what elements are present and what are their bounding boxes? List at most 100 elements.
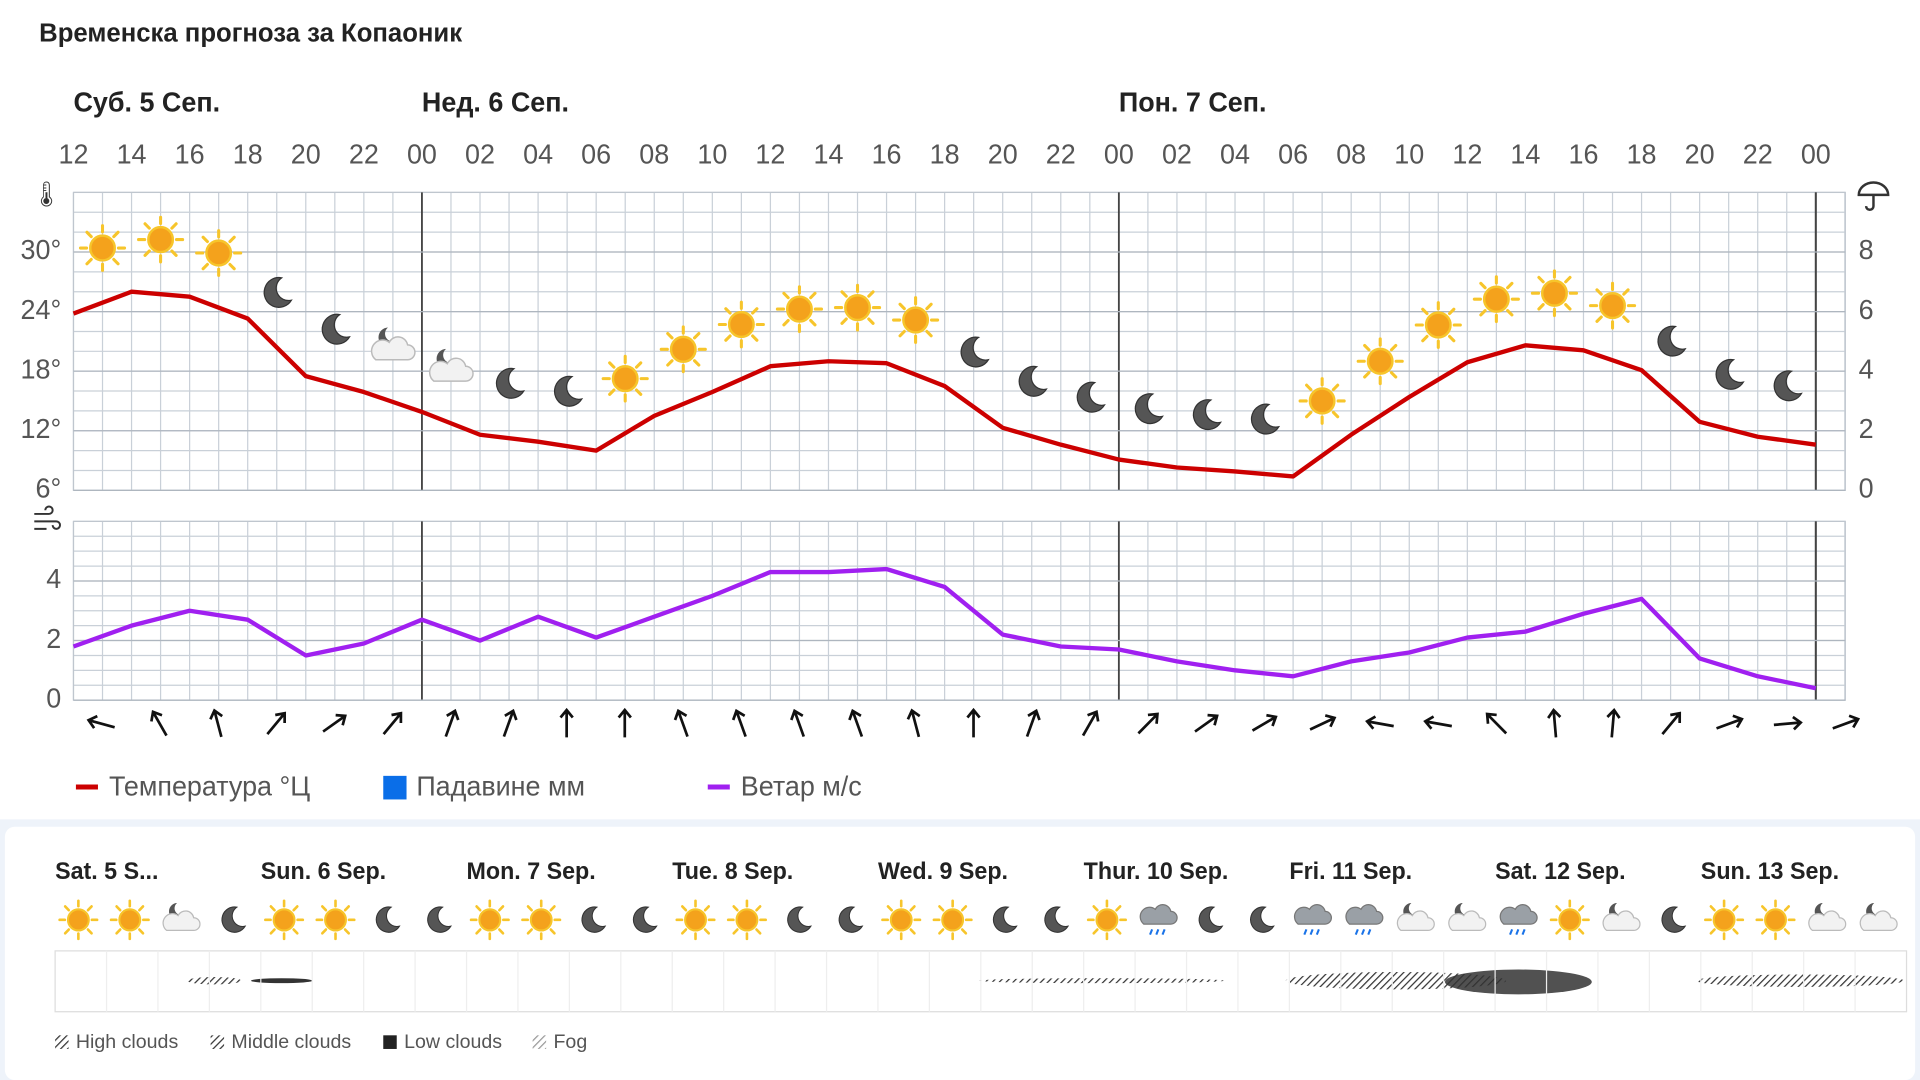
arrow-shape: [1194, 713, 1219, 733]
title: Временска прогноза за Копаоник: [39, 19, 462, 47]
wind-arrow: [617, 707, 632, 738]
wind-arrow: [559, 707, 574, 738]
weather-icon: [892, 296, 940, 344]
arrow-shape: [1832, 714, 1861, 730]
x-tick-label: 18: [930, 138, 960, 169]
legend-label: Падавине мм: [416, 770, 585, 801]
y2-tick-label: 4: [1859, 353, 1874, 384]
wind-arrow: [1251, 713, 1278, 732]
weather-icon: [1250, 403, 1280, 435]
wind-arrow: [266, 711, 287, 736]
y-tick-label: 6°: [35, 472, 61, 503]
wind-arrow: [502, 708, 518, 738]
day-label: Суб. 5 Сеп.: [73, 86, 220, 117]
x-tick-label: 14: [117, 138, 147, 169]
weather-icon: [1076, 381, 1106, 413]
arrow-shape: [1081, 710, 1100, 737]
legend-swatch: [210, 1035, 225, 1049]
day-label: Mon. 7 Sep.: [467, 858, 596, 884]
arrow-shape: [1606, 707, 1621, 738]
day-label: Пон. 7 Сеп.: [1119, 86, 1267, 117]
arrow-shape: [1423, 715, 1453, 730]
legend-label: High clouds: [76, 1031, 178, 1053]
x-tick-label: 08: [1336, 138, 1366, 169]
legend-swatch: [383, 1035, 397, 1049]
wind-arrow: [673, 708, 689, 738]
y-tick-label: 12°: [21, 413, 62, 444]
wind-arrow: [790, 708, 806, 738]
y2-tick-label: 2: [1859, 413, 1874, 444]
arrow-shape: [617, 707, 632, 738]
wind-arrow: [1025, 708, 1041, 738]
weather-icon: [675, 899, 716, 941]
day-label: Нед. 6 Сеп.: [422, 86, 569, 117]
x-tick-label: 18: [1627, 138, 1657, 169]
cloud: [251, 978, 313, 984]
x-tick-label: 22: [1743, 138, 1773, 169]
wind-arrow: [1194, 713, 1219, 733]
weather-icon: [469, 899, 510, 941]
day-label: Sun. 6 Sep.: [261, 858, 386, 884]
cloud: [1695, 974, 1905, 987]
y-tick-label: 18°: [21, 353, 62, 384]
weather-icon: [717, 300, 765, 349]
x-tick-label: 20: [291, 138, 321, 169]
day-label: Sun. 13 Sep.: [1701, 858, 1839, 884]
arrow-shape: [1547, 707, 1562, 738]
arrow-shape: [86, 714, 115, 729]
umbrella-icon: [1857, 181, 1890, 212]
wind-arrow: [444, 708, 460, 738]
y-tick-label: 30°: [21, 234, 62, 265]
y-tick-label: 4: [46, 563, 61, 594]
weather-icon: [1298, 377, 1346, 425]
wind-arrow: [1547, 707, 1562, 738]
wind-arrow: [848, 708, 864, 738]
x-tick-label: 22: [1046, 138, 1076, 169]
x-tick-label: 12: [58, 138, 88, 169]
y-tick-label: 24°: [21, 294, 62, 325]
legend-swatch: [55, 1035, 69, 1049]
arrow-shape: [1025, 708, 1041, 738]
weather-icon: [78, 224, 127, 272]
weather-icon: [1134, 393, 1164, 425]
data-line: [72, 289, 1817, 479]
wind-arrow: [731, 708, 747, 738]
arrow-shape: [150, 710, 168, 737]
arrow-shape: [848, 708, 864, 738]
x-tick-label: 18: [233, 138, 263, 169]
x-tick-label: 14: [814, 138, 844, 169]
weather-icon: [1704, 899, 1745, 941]
wind-arrow: [1661, 711, 1682, 736]
arrow-shape: [1485, 712, 1508, 735]
weather-icon: [1472, 275, 1520, 324]
arrow-shape: [382, 711, 403, 736]
wind-arrow: [1309, 714, 1337, 731]
wind-arrow: [1716, 714, 1744, 730]
weather-icon: [315, 899, 356, 941]
arrow-shape: [1661, 711, 1682, 736]
arrow-shape: [322, 713, 347, 733]
wind-arrow: [1137, 712, 1159, 735]
x-tick-label: 12: [1452, 138, 1482, 169]
legend-label: Ветар м/с: [741, 770, 862, 801]
day-label: Tue. 8 Sep.: [672, 858, 793, 884]
arrow-shape: [1309, 714, 1337, 731]
wind-arrow: [382, 711, 403, 736]
y2-tick-label: 6: [1859, 294, 1874, 325]
x-tick-label: 20: [988, 138, 1018, 169]
x-tick-label: 14: [1510, 138, 1540, 169]
arrow-shape: [502, 708, 518, 738]
legend-label: Температура °Ц: [109, 770, 310, 801]
cloud: [979, 978, 1225, 984]
weather-icon: [932, 899, 973, 941]
wind-arrow: [209, 708, 223, 738]
arrow-shape: [1773, 715, 1803, 731]
arrow-shape: [444, 708, 460, 738]
day-label: Sat. 5 S...: [55, 858, 158, 884]
weather-icon: [1657, 325, 1686, 357]
x-tick-label: 00: [407, 138, 437, 169]
y2-tick-label: 0: [1859, 472, 1874, 503]
data-line: [72, 566, 1817, 691]
x-tick-label: 12: [755, 138, 785, 169]
wind-arrow: [1606, 707, 1621, 738]
